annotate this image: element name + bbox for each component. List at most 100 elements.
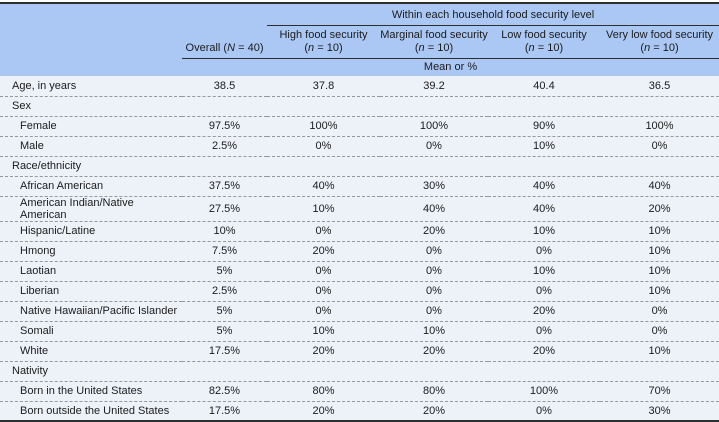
row-label: Native Hawaiian/Pacific Islander bbox=[0, 300, 182, 321]
cell-value: 10% bbox=[267, 195, 380, 221]
row-label: Male bbox=[0, 135, 182, 156]
cell-value: 0% bbox=[488, 280, 600, 301]
cell-value: 30% bbox=[380, 175, 488, 196]
column-header-high-title: High food security bbox=[279, 28, 368, 41]
cell-value: 10% bbox=[600, 340, 719, 361]
cell-value: 10% bbox=[488, 220, 600, 241]
row-label: Somali bbox=[0, 320, 182, 341]
n-variable: N bbox=[227, 41, 236, 54]
table-row: Age, in years 38.5 37.8 39.2 40.4 36.5 bbox=[0, 76, 719, 96]
table-row: Born outside the United States 17.5% 20% 20… bbox=[0, 400, 719, 421]
table-row: White 17.5% 20% 20% 20% 10% bbox=[0, 340, 719, 361]
cell-value: 10% bbox=[600, 280, 719, 301]
cell-value: 20% bbox=[380, 340, 488, 361]
cell-value: 10% bbox=[182, 220, 267, 241]
cell-value: 100% bbox=[488, 380, 600, 401]
n-variable: n bbox=[418, 41, 425, 54]
header-spanner-row: Within each household food security leve… bbox=[0, 3, 719, 26]
section-row: Nativity bbox=[0, 360, 719, 381]
row-label: Hmong bbox=[0, 240, 182, 261]
cell-value: 5% bbox=[182, 300, 267, 321]
column-header-overall-label: Overall bbox=[185, 41, 221, 54]
table-header: Within each household food security leve… bbox=[0, 3, 719, 76]
cell-value: 5% bbox=[182, 260, 267, 281]
cell-value: 40% bbox=[488, 175, 600, 196]
table-row: Male 2.5% 0% 0% 10% 0% bbox=[0, 135, 719, 156]
row-label: Hispanic/Latine bbox=[0, 220, 182, 241]
section-row: Sex bbox=[0, 95, 719, 116]
cell-value: 10% bbox=[600, 240, 719, 261]
section-label: Race/ethnicity bbox=[0, 155, 719, 176]
table-body: Age, in years 38.5 37.8 39.2 40.4 36.5 Sex Fema… bbox=[0, 76, 719, 421]
row-label: American Indian/Native American bbox=[0, 195, 182, 221]
cell-value: 0% bbox=[267, 260, 380, 281]
cell-value: 0% bbox=[267, 300, 380, 321]
column-header-very-low-title: Very low food security bbox=[606, 28, 714, 41]
cell-value: 0% bbox=[380, 135, 488, 156]
table-row: African American 37.5% 40% 30% 40% 40% bbox=[0, 175, 719, 196]
row-label: Liberian bbox=[0, 280, 182, 301]
table-row: Hmong 7.5% 20% 0% 0% 10% bbox=[0, 240, 719, 261]
cell-value: 82.5% bbox=[182, 380, 267, 401]
cell-value: 10% bbox=[380, 320, 488, 341]
cell-value: 0% bbox=[267, 220, 380, 241]
cell-value: 20% bbox=[600, 195, 719, 221]
column-header-overall: Overall (N = 40) bbox=[182, 25, 267, 59]
column-header-low-title: Low food security bbox=[501, 28, 587, 41]
cell-value: 20% bbox=[380, 220, 488, 241]
row-label: Female bbox=[0, 115, 182, 136]
section-row: Race/ethnicity bbox=[0, 155, 719, 176]
table-row: Native Hawaiian/Pacific Islander 5% 0% 0% 20… bbox=[0, 300, 719, 321]
cell-value: 40% bbox=[600, 175, 719, 196]
cell-value: 0% bbox=[600, 300, 719, 321]
cell-value: 0% bbox=[488, 400, 600, 421]
cell-value: 36.5 bbox=[600, 76, 719, 96]
table-row: American Indian/Native American 27.5% 10% 4… bbox=[0, 195, 719, 221]
cell-value: 70% bbox=[600, 380, 719, 401]
cell-value: 0% bbox=[600, 320, 719, 341]
table-row: Hispanic/Latine 10% 0% 20% 10% 10% bbox=[0, 220, 719, 241]
cell-value: 20% bbox=[488, 300, 600, 321]
cell-value: 0% bbox=[380, 240, 488, 261]
cell-value: 20% bbox=[267, 340, 380, 361]
n-variable: n bbox=[528, 41, 535, 54]
column-header-low: Low food security (n = 10) bbox=[488, 25, 600, 59]
column-header-high: High food security (n = 10) bbox=[267, 25, 380, 59]
table-row: Born in the United States 82.5% 80% 80% 100%… bbox=[0, 380, 719, 401]
row-label: African American bbox=[0, 175, 182, 196]
row-label: Born outside the United States bbox=[0, 400, 182, 421]
cell-value: 80% bbox=[380, 380, 488, 401]
cell-value: 10% bbox=[488, 260, 600, 281]
cell-value: 27.5% bbox=[182, 195, 267, 221]
cell-value: 10% bbox=[600, 220, 719, 241]
cell-value: 100% bbox=[600, 115, 719, 136]
section-label: Nativity bbox=[0, 360, 719, 381]
column-header-marginal: Marginal food security (n = 10) bbox=[380, 25, 488, 59]
header-measure-row: Mean or % bbox=[0, 58, 719, 76]
row-label: Laotian bbox=[0, 260, 182, 281]
cell-value: 20% bbox=[488, 340, 600, 361]
cell-value: 30% bbox=[600, 400, 719, 421]
row-label: Age, in years bbox=[0, 76, 182, 96]
cell-value: 10% bbox=[488, 135, 600, 156]
cell-value: 5% bbox=[182, 320, 267, 341]
row-label: Born in the United States bbox=[0, 380, 182, 401]
cell-value: 80% bbox=[267, 380, 380, 401]
cell-value: 10% bbox=[267, 320, 380, 341]
cell-value: 0% bbox=[488, 320, 600, 341]
cell-value: 0% bbox=[600, 135, 719, 156]
cell-value: 17.5% bbox=[182, 400, 267, 421]
cell-value: 100% bbox=[380, 115, 488, 136]
cell-value: 40% bbox=[380, 195, 488, 221]
cell-value: 10% bbox=[600, 260, 719, 281]
cell-value: 38.5 bbox=[182, 76, 267, 96]
cell-value: 0% bbox=[380, 260, 488, 281]
cell-value: 20% bbox=[267, 400, 380, 421]
cell-value: 0% bbox=[488, 240, 600, 261]
table-row: Somali 5% 10% 10% 0% 0% bbox=[0, 320, 719, 341]
cell-value: 39.2 bbox=[380, 76, 488, 96]
table-row: Female 97.5% 100% 100% 90% 100% bbox=[0, 115, 719, 136]
row-label: White bbox=[0, 340, 182, 361]
cell-value: 37.8 bbox=[267, 76, 380, 96]
